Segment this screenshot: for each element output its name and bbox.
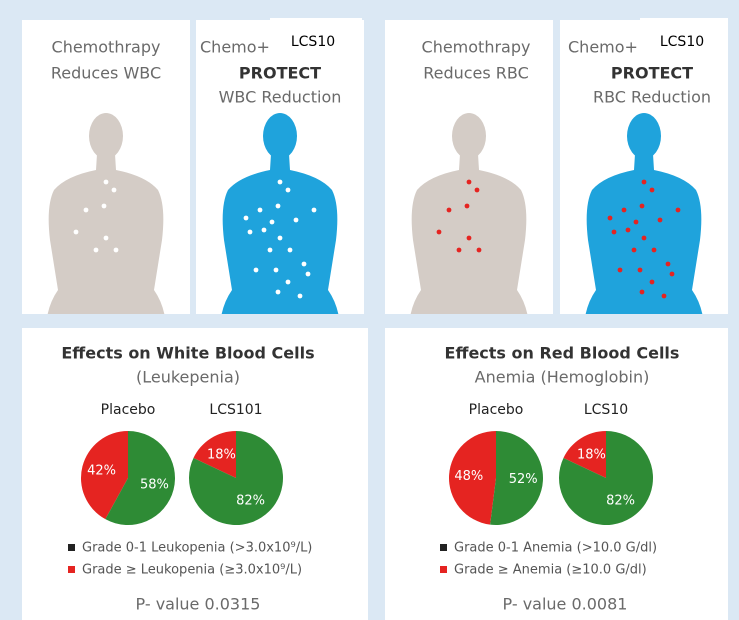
legend-text: Grade 0-1 Anemia (>10.0 G/dl) (454, 541, 657, 556)
slice-label: 82% (606, 494, 635, 509)
cell-dot (622, 208, 627, 213)
cell-dot (457, 248, 462, 253)
cell-dot (286, 280, 291, 285)
infographic: Chemothrapy Reduces WBC Chemo+ LCS10 PRO… (0, 0, 739, 620)
section-subtitle: (Leukepenia) (136, 368, 240, 387)
cell-dot (274, 268, 279, 273)
cell-dot (676, 208, 681, 213)
cell-dot (278, 180, 283, 185)
legend-swatch (68, 566, 75, 573)
slice-label: 82% (236, 494, 265, 509)
cell-dot (244, 216, 249, 221)
panel-text: Chemothrapy (422, 38, 531, 57)
cell-dot (640, 290, 645, 295)
panel-text: Reduces RBC (423, 64, 529, 83)
cell-dot (258, 208, 263, 213)
cell-dot (638, 268, 643, 273)
p-value: P- value 0.0315 (136, 595, 261, 614)
cell-dot (634, 220, 639, 225)
cell-dot (475, 188, 480, 193)
slice-label: 18% (207, 447, 236, 462)
cell-dot (104, 180, 109, 185)
cell-dot (270, 220, 275, 225)
cell-dot (447, 208, 452, 213)
cell-dot (114, 248, 119, 253)
panel-text: Chemo+ (568, 38, 638, 57)
cell-dot (298, 294, 303, 299)
cell-dot (642, 236, 647, 241)
cell-dot (288, 248, 293, 253)
cell-dot (467, 180, 472, 185)
cell-dot (268, 248, 273, 253)
cell-dot (640, 204, 645, 209)
cell-dot (312, 208, 317, 213)
p-value: P- value 0.0081 (503, 595, 628, 614)
cell-dot (84, 208, 89, 213)
legend-text: Grade 0-1 Leukopenia (>3.0x10⁹/L) (82, 541, 312, 556)
section-title: Effects on White Blood Cells (61, 344, 314, 363)
panel-text: PROTECT (611, 64, 693, 83)
section-title: Effects on Red Blood Cells (445, 344, 680, 363)
cell-dot (94, 248, 99, 253)
cell-dot (112, 188, 117, 193)
legend-swatch (440, 566, 447, 573)
panel-text: Chemo+ (200, 38, 270, 57)
cell-dot (650, 280, 655, 285)
cell-dot (608, 216, 613, 221)
chart-title: LCS10 (584, 402, 628, 418)
cell-dot (102, 204, 107, 209)
cell-dot (294, 218, 299, 223)
tag: LCS10 (660, 34, 704, 50)
cell-dot (74, 230, 79, 235)
cell-dot (662, 294, 667, 299)
cell-dot (670, 272, 675, 277)
legend-text: Grade ≥ Anemia (≥10.0 G/dl) (454, 563, 647, 578)
cell-dot (276, 204, 281, 209)
panel-text: WBC Reduction (219, 88, 342, 107)
cell-dot (276, 290, 281, 295)
cell-dot (465, 204, 470, 209)
cell-dot (477, 248, 482, 253)
cell-dot (302, 262, 307, 267)
cell-dot (642, 180, 647, 185)
legend-swatch (440, 544, 447, 551)
slice-label: 42% (87, 464, 116, 479)
chart-title: Placebo (469, 402, 524, 418)
cell-dot (104, 236, 109, 241)
slice-label: 58% (140, 477, 169, 492)
cell-dot (626, 228, 631, 233)
panel-text: PROTECT (239, 64, 321, 83)
cell-dot (467, 236, 472, 241)
cell-dot (666, 262, 671, 267)
panel-text: Reduces WBC (51, 64, 161, 83)
cell-dot (262, 228, 267, 233)
tag: LCS10 (291, 34, 335, 50)
slice-label: 52% (509, 472, 538, 487)
cell-dot (254, 268, 259, 273)
chart-title: Placebo (101, 402, 156, 418)
cell-dot (650, 188, 655, 193)
slice-label: 18% (577, 447, 606, 462)
cell-dot (652, 248, 657, 253)
legend-swatch (68, 544, 75, 551)
chart-title: LCS101 (209, 402, 262, 418)
cell-dot (437, 230, 442, 235)
cell-dot (618, 268, 623, 273)
cell-dot (632, 248, 637, 253)
cell-dot (612, 230, 617, 235)
cell-dot (306, 272, 311, 277)
slice-label: 48% (454, 469, 483, 484)
cell-dot (286, 188, 291, 193)
section-subtitle: Anemia (Hemoglobin) (475, 368, 650, 387)
cell-dot (278, 236, 283, 241)
cell-dot (658, 218, 663, 223)
panel-text: RBC Reduction (593, 88, 711, 107)
legend-text: Grade ≥ Leukopenia (≥3.0x10⁹/L) (82, 563, 302, 578)
cell-dot (248, 230, 253, 235)
panel-text: Chemothrapy (52, 38, 161, 57)
